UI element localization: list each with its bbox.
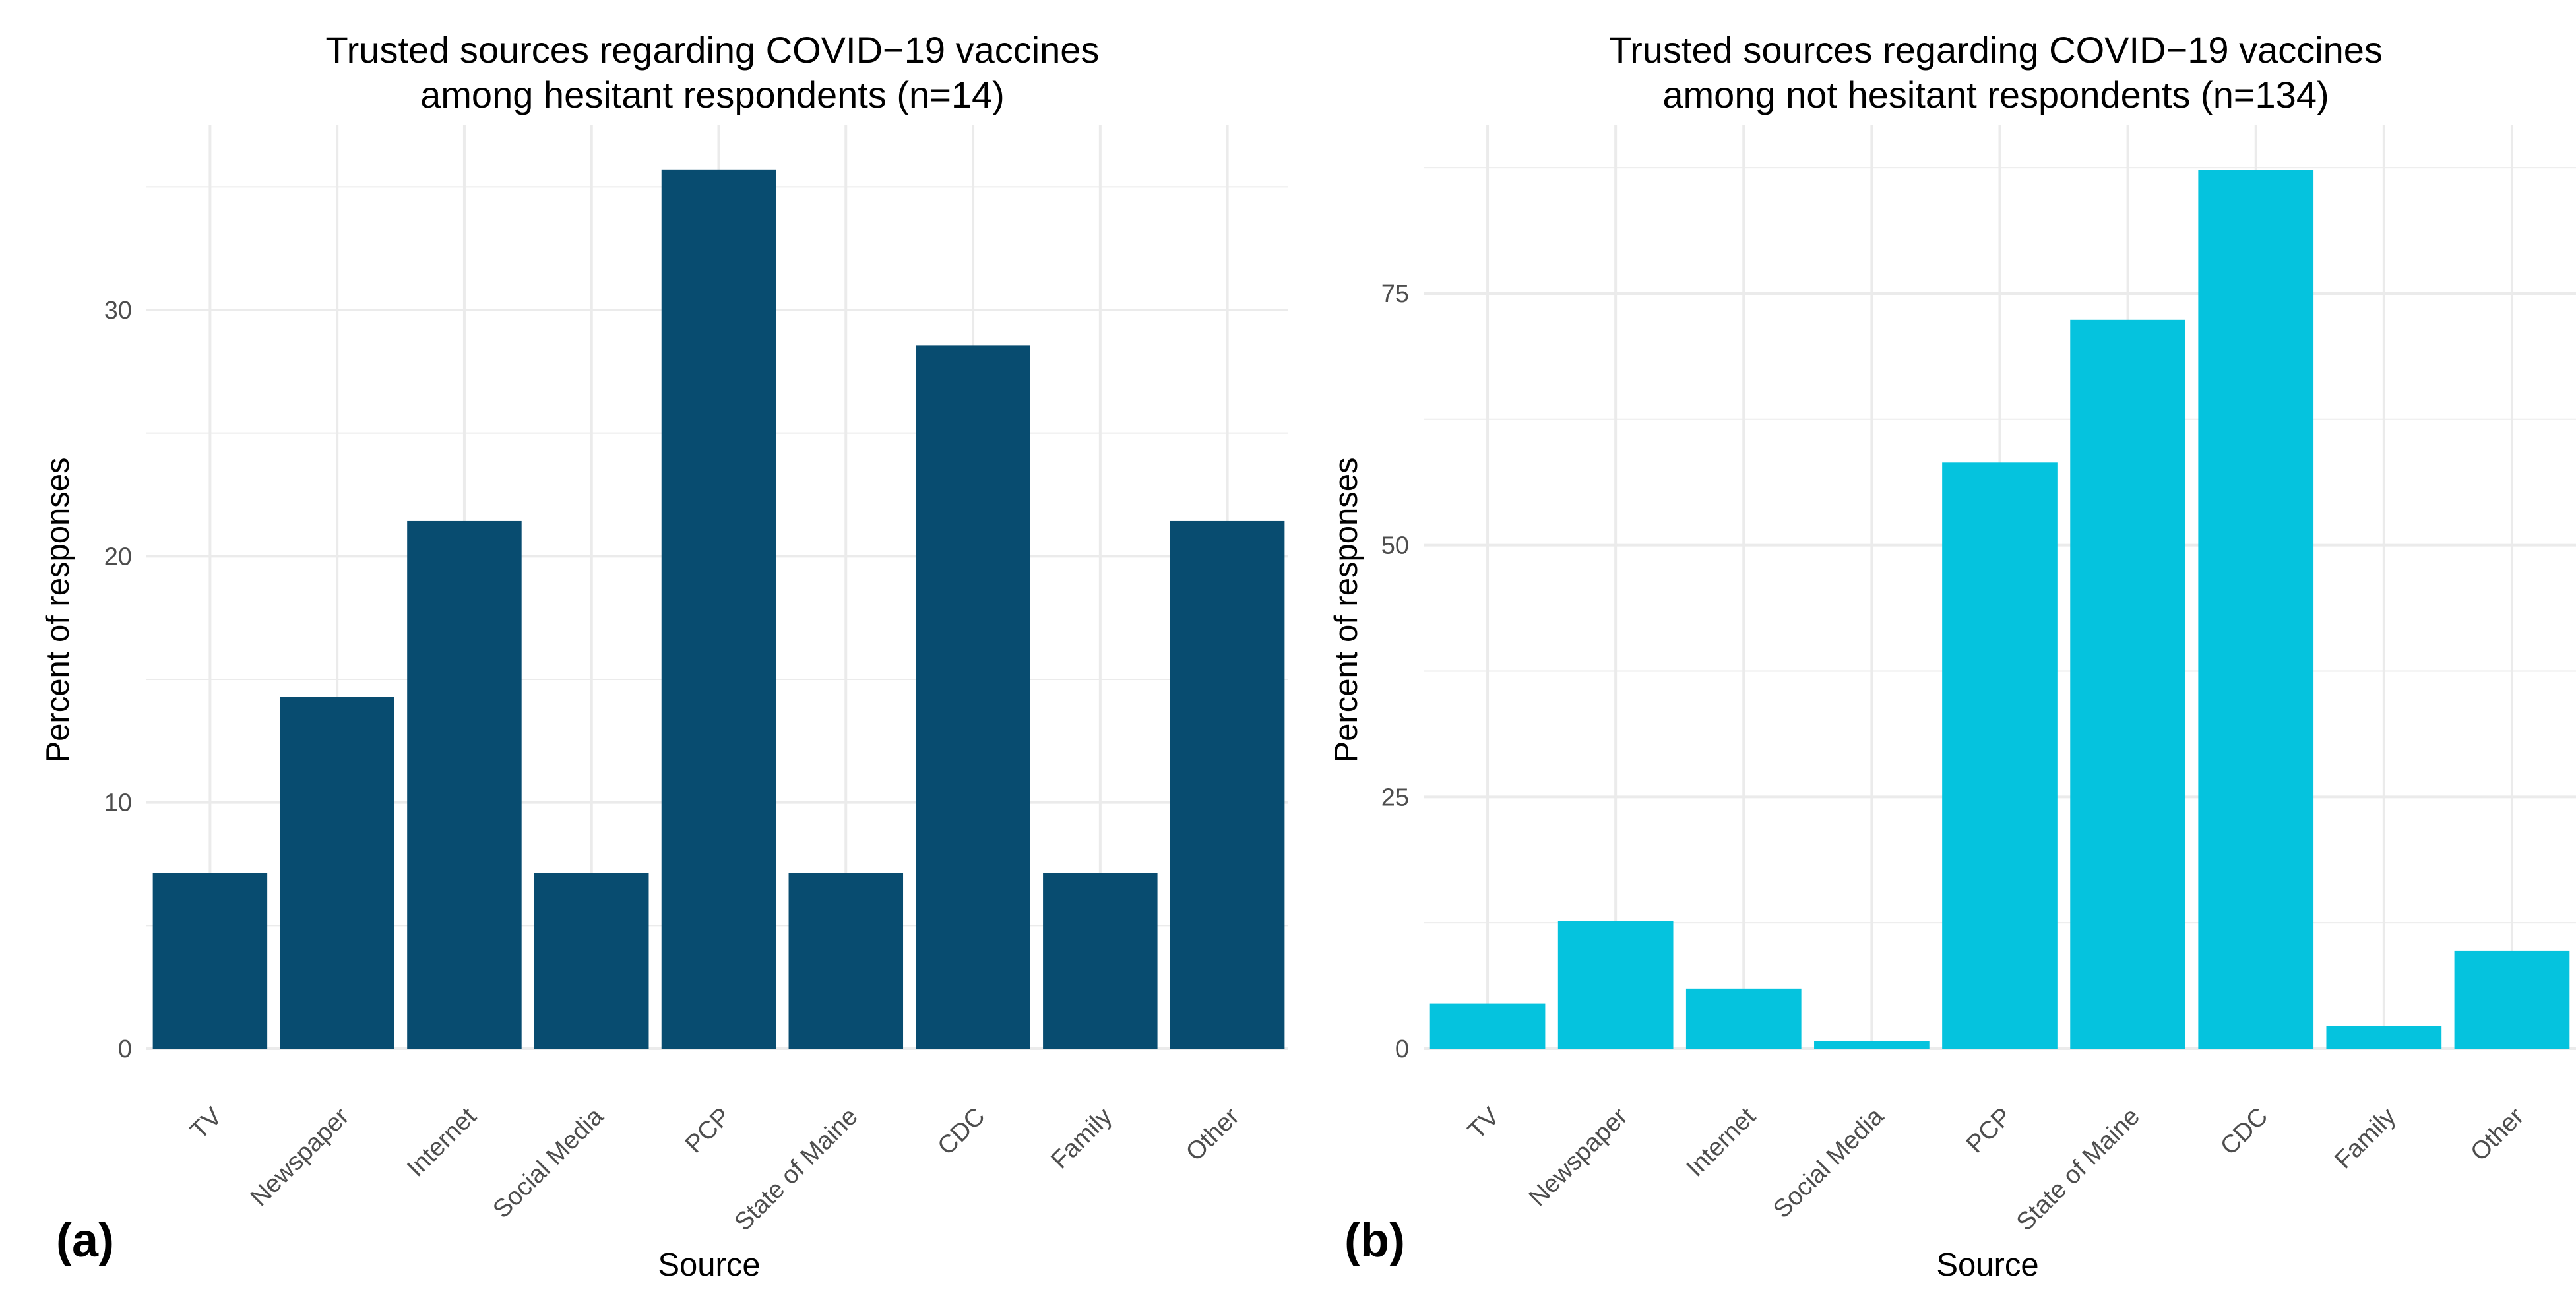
bar-a-9 [1170, 520, 1285, 1049]
x-axis-label-a: Source [658, 1247, 761, 1283]
x-tick-label-b: PCP [1961, 1103, 2017, 1159]
x-tick-label-b: Social Media [1768, 1102, 1889, 1224]
x-tick-label-b: State of Maine [2011, 1103, 2145, 1237]
bar-b-1 [1429, 1003, 1546, 1049]
x-tick-label-a: Other [1181, 1102, 1245, 1166]
y-tick-label-b: 75 [1381, 280, 1409, 308]
y-tick-label-b: 50 [1381, 532, 1409, 560]
y-tick-label-a: 10 [104, 790, 132, 817]
x-tick-label-a: Newspaper [245, 1102, 355, 1212]
chart-title-a: Trusted sources regarding COVID−19 vacci… [0, 28, 1425, 117]
y-tick-label-a: 0 [118, 1036, 132, 1063]
bar-b-2 [1557, 921, 1674, 1049]
chart-title-a-line2: among hesitant respondents (n=14) [420, 74, 1005, 115]
bar-a-5 [661, 169, 776, 1049]
x-tick-label-a: CDC [933, 1103, 991, 1161]
x-axis-label-b: Source [1936, 1247, 2039, 1283]
panel-b: Trusted sources regarding COVID−19 vacci… [1288, 0, 2576, 1302]
bar-a-2 [280, 697, 394, 1049]
x-tick-label-b: Family [2329, 1103, 2401, 1175]
bar-a-3 [407, 520, 522, 1049]
y-tick-label-a: 20 [104, 543, 132, 571]
y-tick-label-b: 25 [1381, 784, 1409, 811]
bar-a-1 [152, 873, 268, 1049]
x-tick-label-b: CDC [2215, 1103, 2273, 1161]
x-tick-label-a: Internet [402, 1102, 482, 1182]
y-axis-label-a: Percent of responses [40, 457, 76, 763]
x-tick-label-b: Internet [1681, 1102, 1761, 1182]
x-tick-label-b: Other [2465, 1102, 2529, 1166]
panel-a: Trusted sources regarding COVID−19 vacci… [40, 29, 1288, 1283]
chart-title-b: Trusted sources regarding COVID−19 vacci… [1288, 28, 2576, 117]
chart-title-b-line2: among not hesitant respondents (n=134) [1662, 74, 2329, 115]
x-tick-label-b: TV [1462, 1102, 1505, 1144]
x-tick-label-a: Family [1046, 1103, 1117, 1175]
panel-tag-a: (a) [56, 1214, 114, 1267]
bar-b-9 [2454, 950, 2570, 1049]
bar-b-5 [1942, 462, 2058, 1049]
bar-b-4 [1814, 1041, 1930, 1049]
bar-a-7 [916, 345, 1030, 1049]
bar-chart-a: 0 10 20 30 TV Newspaper Internet Social Media PC… [104, 125, 1288, 1237]
y-tick-label-a: 30 [104, 297, 132, 325]
bar-b-3 [1685, 988, 1802, 1049]
x-tick-label-a: PCP [680, 1103, 736, 1159]
x-tick-label-a: State of Maine [730, 1103, 864, 1237]
chart-title-b-line1: Trusted sources regarding COVID−19 vacci… [1609, 29, 2383, 71]
panel-tag-b: (b) [1344, 1214, 1405, 1267]
x-tick-label-a: Social Media [488, 1102, 610, 1224]
bar-b-7 [2198, 170, 2314, 1049]
bar-a-4 [534, 873, 649, 1049]
x-tick-label-b: Newspaper [1524, 1102, 1633, 1212]
chart-title-a-line1: Trusted sources regarding COVID−19 vacci… [325, 29, 1100, 71]
y-axis-label-b: Percent of responses [1329, 457, 1364, 763]
bar-chart-b: 0 25 50 75 TV Newspaper Internet Social Media PC… [1381, 125, 2576, 1237]
bar-b-8 [2326, 1026, 2442, 1049]
y-tick-label-b: 0 [1395, 1036, 1409, 1063]
bar-a-6 [788, 873, 904, 1049]
bar-b-6 [2070, 319, 2185, 1049]
bar-a-8 [1043, 873, 1158, 1049]
x-tick-label-a: TV [185, 1102, 228, 1144]
